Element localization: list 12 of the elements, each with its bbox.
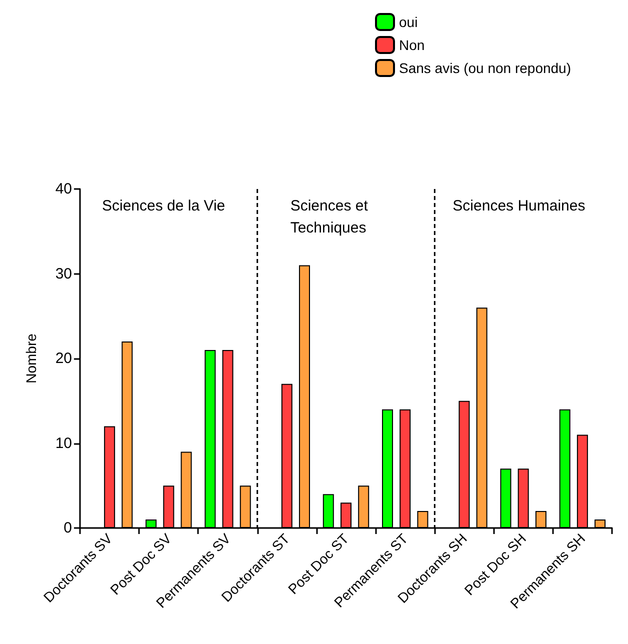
y-tick-label: 40 xyxy=(55,180,72,198)
y-tick-label: 10 xyxy=(55,434,72,452)
annotation: Sciences Humaines xyxy=(452,198,586,214)
y-tick-label: 20 xyxy=(55,350,72,367)
legend-label: Non xyxy=(399,37,425,53)
y-axis-title: Nombre xyxy=(23,333,39,384)
annotation: Sciences de la Vie xyxy=(102,198,226,214)
legend-label: oui xyxy=(399,14,418,30)
legend-label: Sans avis (ou non repondu) xyxy=(399,60,571,76)
annotation: Sciences et Techniques xyxy=(290,198,372,236)
y-tick-label: 30 xyxy=(55,265,72,282)
y-tick-label: 0 xyxy=(64,520,72,536)
